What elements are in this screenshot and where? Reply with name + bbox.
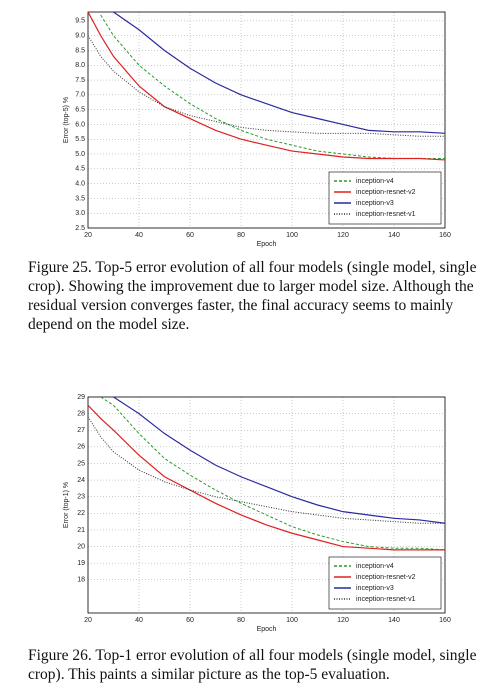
y-tick-label: 9.5 xyxy=(75,18,85,25)
x-tick-label: 120 xyxy=(337,617,349,624)
x-tick-label: 160 xyxy=(439,617,451,624)
y-axis-label: Error (top-5) % xyxy=(63,97,70,143)
y-tick-label: 20 xyxy=(77,543,85,550)
y-tick-label: 8.5 xyxy=(75,47,85,54)
x-axis-label: Epoch xyxy=(257,241,277,248)
legend-box xyxy=(328,171,442,225)
y-tick-label: 6.5 xyxy=(75,106,85,113)
x-axis-label: Epoch xyxy=(257,626,277,633)
plot-frame xyxy=(87,11,446,229)
chart: 18 19 20 21 22 23 24 25 26 27 28 29 20 40 60 80 100 120 14… xyxy=(63,394,451,633)
series-line xyxy=(88,35,445,137)
y-tick-label: 29 xyxy=(77,394,85,401)
x-tick-label: 60 xyxy=(186,232,194,239)
legend-label: inception-v4 xyxy=(356,563,394,570)
series-line xyxy=(113,12,445,134)
x-tick-label: 100 xyxy=(286,232,298,239)
x-tick-label: 140 xyxy=(388,232,400,239)
plot-frame xyxy=(87,396,446,614)
x-tick-label: 120 xyxy=(337,232,349,239)
series-line xyxy=(100,397,445,551)
legend-label: inception-v3 xyxy=(356,200,394,207)
y-tick-label: 23 xyxy=(77,494,85,501)
y-tick-label: 19 xyxy=(77,560,85,567)
series-line xyxy=(88,12,445,161)
x-tick-label: 100 xyxy=(286,617,298,624)
legend-label: inception-v3 xyxy=(356,585,394,592)
y-axis-label: Error (top-1) % xyxy=(63,482,70,528)
legend-box xyxy=(328,556,442,610)
y-tick-label: 4.0 xyxy=(75,180,85,187)
y-tick-label: 7.0 xyxy=(75,92,85,99)
legend-label: inception-resnet-v2 xyxy=(356,189,416,196)
legend-label: inception-resnet-v2 xyxy=(356,574,416,581)
x-tick-label: 60 xyxy=(186,617,194,624)
series-line xyxy=(88,404,445,551)
y-tick-label: 22 xyxy=(77,510,85,517)
y-tick-label: 5.5 xyxy=(75,136,85,143)
x-tick-label: 160 xyxy=(439,232,451,239)
y-tick-label: 3.5 xyxy=(75,195,85,202)
x-tick-label: 20 xyxy=(84,232,92,239)
y-tick-label: 27 xyxy=(77,427,85,434)
y-tick-label: 9.0 xyxy=(75,33,85,40)
legend-label: inception-v4 xyxy=(356,178,394,185)
y-tick-label: 28 xyxy=(77,410,85,417)
y-tick-label: 7.5 xyxy=(75,77,85,84)
chart: 2.5 3.0 3.5 4.0 4.5 5.0 5.5 6.0 6.5 7.0 7.5 8.0 8.5 9… xyxy=(63,11,451,248)
y-tick-label: 3.0 xyxy=(75,210,85,217)
y-tick-label: 2.5 xyxy=(75,225,85,232)
x-tick-label: 40 xyxy=(135,232,143,239)
series-line xyxy=(88,416,445,524)
y-tick-label: 21 xyxy=(77,527,85,534)
x-tick-label: 40 xyxy=(135,617,143,624)
y-tick-label: 24 xyxy=(77,477,85,484)
legend-label: inception-resnet-v1 xyxy=(356,596,416,603)
x-tick-label: 80 xyxy=(237,232,245,239)
y-tick-label: 18 xyxy=(77,577,85,584)
x-tick-label: 20 xyxy=(84,617,92,624)
series-line xyxy=(113,397,445,524)
y-tick-label: 6.0 xyxy=(75,121,85,128)
legend-label: inception-resnet-v1 xyxy=(356,211,416,218)
caption: Figure 25. Top-5 error evolution of all … xyxy=(28,259,477,333)
caption: Figure 26. Top-1 error evolution of all … xyxy=(28,647,477,683)
x-tick-label: 80 xyxy=(237,617,245,624)
y-tick-label: 25 xyxy=(77,460,85,467)
y-tick-label: 8.0 xyxy=(75,62,85,69)
y-tick-label: 26 xyxy=(77,444,85,451)
x-tick-label: 140 xyxy=(388,617,400,624)
y-tick-label: 5.0 xyxy=(75,151,85,158)
series-line xyxy=(100,14,445,159)
y-tick-label: 4.5 xyxy=(75,166,85,173)
